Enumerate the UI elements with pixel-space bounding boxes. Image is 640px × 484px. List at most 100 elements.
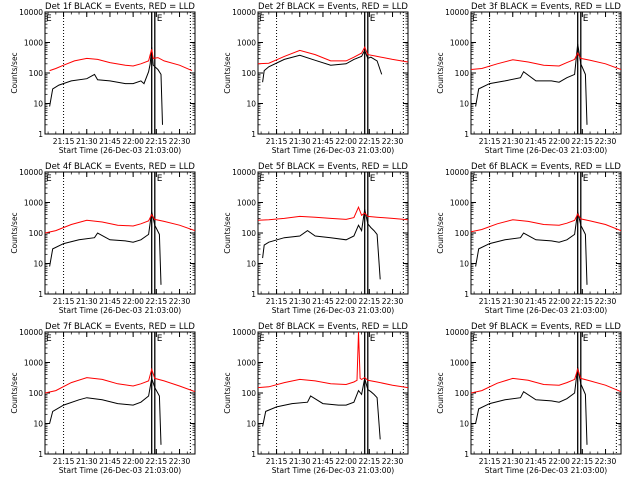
x-tick-label: 22:30 [169, 137, 191, 146]
y-tick-label: 10 [33, 420, 43, 429]
plot-frame [257, 331, 409, 455]
y-tick-label: 10000 [19, 328, 43, 337]
chart-panel-7: Det 7f BLACK = Events, RED = LLD 1 10 100 10… [10, 322, 196, 475]
series-line-events [262, 378, 381, 440]
y-tick-label: 1000 [450, 39, 469, 48]
x-axis-label: Start Time (26-Dec-03 21:03:00) [272, 466, 394, 475]
y-tick-label: 10 [246, 100, 256, 109]
chart-panel-5: Det 5f BLACK = Events, RED = LLD 1 10 100 10… [223, 162, 409, 315]
x-axis-label: Start Time (26-Dec-03 21:03:00) [485, 146, 607, 155]
x-tick-label: 21:45 [525, 297, 547, 306]
series-line-lld [258, 205, 408, 221]
y-axis-label: Counts/sec [10, 372, 19, 413]
x-tick-label: 21:30 [289, 137, 311, 146]
x-axis-label: Start Time (26-Dec-03 21:03:00) [59, 146, 181, 155]
y-tick-label: 100 [455, 389, 470, 398]
x-tick-label: 21:30 [289, 457, 311, 466]
x-tick-label: 21:15 [479, 137, 501, 146]
marker-e-label-left: E [46, 334, 52, 344]
y-axis-label: Counts/sec [223, 372, 232, 413]
y-tick-label: 10000 [232, 8, 256, 17]
series-line-lld [258, 332, 408, 389]
x-tick-label: 22:00 [122, 137, 144, 146]
series-group [471, 211, 621, 285]
y-tick-label: 100 [242, 69, 257, 78]
marker-e-label: E [157, 334, 163, 344]
marker-e-label: E [370, 174, 376, 184]
x-tick-label: 21:15 [479, 297, 501, 306]
x-tick-label: 22:15 [146, 457, 168, 466]
series-line-lld [471, 52, 621, 70]
marker-e-label-left: E [259, 334, 265, 344]
x-tick-label: 22:00 [122, 297, 144, 306]
x-tick-label: 22:00 [548, 297, 570, 306]
y-tick-label: 1 [251, 450, 256, 459]
chart-title: Det 8f BLACK = Events, RED = LLD [258, 322, 408, 332]
y-tick-label: 10 [246, 420, 256, 429]
chart-panel-1: Det 1f BLACK = Events, RED = LLD 1 10 100 10… [10, 2, 196, 155]
x-tick-label: 21:45 [312, 137, 334, 146]
marker-e-label-left: E [259, 174, 265, 184]
y-tick-label: 10000 [445, 8, 469, 17]
y-tick-label: 100 [242, 389, 257, 398]
x-tick-label: 22:15 [572, 457, 594, 466]
chart-panel-8: Det 8f BLACK = Events, RED = LLD 1 10 100 10… [223, 322, 409, 475]
chart-panel-4: Det 4f BLACK = Events, RED = LLD 1 10 100 10… [10, 162, 196, 315]
plot-frame [44, 331, 196, 455]
x-tick-label: 21:15 [266, 297, 288, 306]
chart-title: Det 3f BLACK = Events, RED = LLD [471, 2, 621, 12]
x-axis-label: Start Time (26-Dec-03 21:03:00) [59, 466, 181, 475]
plot-frame [257, 11, 409, 135]
y-axis-label: Counts/sec [223, 52, 232, 93]
x-tick-label: 22:00 [548, 457, 570, 466]
x-tick-label: 22:30 [382, 137, 404, 146]
y-tick-label: 1000 [450, 199, 469, 208]
chart-title: Det 9f BLACK = Events, RED = LLD [471, 322, 621, 332]
y-tick-label: 100 [455, 229, 470, 238]
series-group [258, 332, 408, 440]
y-tick-label: 1 [251, 290, 256, 299]
chart-panel-6: Det 6f BLACK = Events, RED = LLD 1 10 100 10… [436, 162, 622, 315]
series-group [45, 211, 195, 285]
chart-title: Det 1f BLACK = Events, RED = LLD [45, 2, 195, 12]
x-tick-label: 22:15 [359, 297, 381, 306]
plot-frame [470, 171, 622, 295]
chart-title: Det 4f BLACK = Events, RED = LLD [45, 162, 195, 172]
y-tick-label: 10000 [19, 168, 43, 177]
x-tick-label: 22:15 [146, 137, 168, 146]
x-axis-label: Start Time (26-Dec-03 21:03:00) [59, 306, 181, 315]
chart-panel-3: Det 3f BLACK = Events, RED = LLD 1 10 100 10… [436, 2, 622, 155]
x-tick-label: 22:00 [335, 457, 357, 466]
x-tick-label: 21:15 [266, 457, 288, 466]
series-group [45, 367, 195, 445]
x-tick-label: 21:15 [53, 137, 75, 146]
series-group [258, 46, 408, 83]
y-tick-label: 10 [33, 100, 43, 109]
series-group [49, 47, 193, 125]
y-tick-label: 100 [29, 69, 44, 78]
x-tick-label: 22:00 [335, 137, 357, 146]
marker-e-label-left: E [472, 14, 478, 24]
x-tick-label: 21:45 [525, 457, 547, 466]
y-tick-label: 1 [251, 130, 256, 139]
marker-e-label-left: E [259, 14, 265, 24]
x-tick-label: 22:15 [359, 137, 381, 146]
x-tick-label: 21:45 [99, 137, 121, 146]
marker-e-label-left: E [46, 174, 52, 184]
y-tick-label: 10000 [19, 8, 43, 17]
plot-frame [44, 171, 196, 295]
y-axis-label: Counts/sec [10, 52, 19, 93]
x-tick-label: 21:30 [76, 457, 98, 466]
series-line-events [262, 209, 381, 280]
x-tick-label: 21:45 [99, 457, 121, 466]
chart-title: Det 5f BLACK = Events, RED = LLD [258, 162, 408, 172]
y-axis-label: Counts/sec [436, 372, 445, 413]
x-tick-label: 22:30 [169, 297, 191, 306]
x-tick-label: 22:00 [122, 457, 144, 466]
x-tick-label: 21:15 [266, 137, 288, 146]
series-line-lld [45, 213, 195, 234]
plot-frame [470, 11, 622, 135]
series-group [471, 367, 621, 445]
